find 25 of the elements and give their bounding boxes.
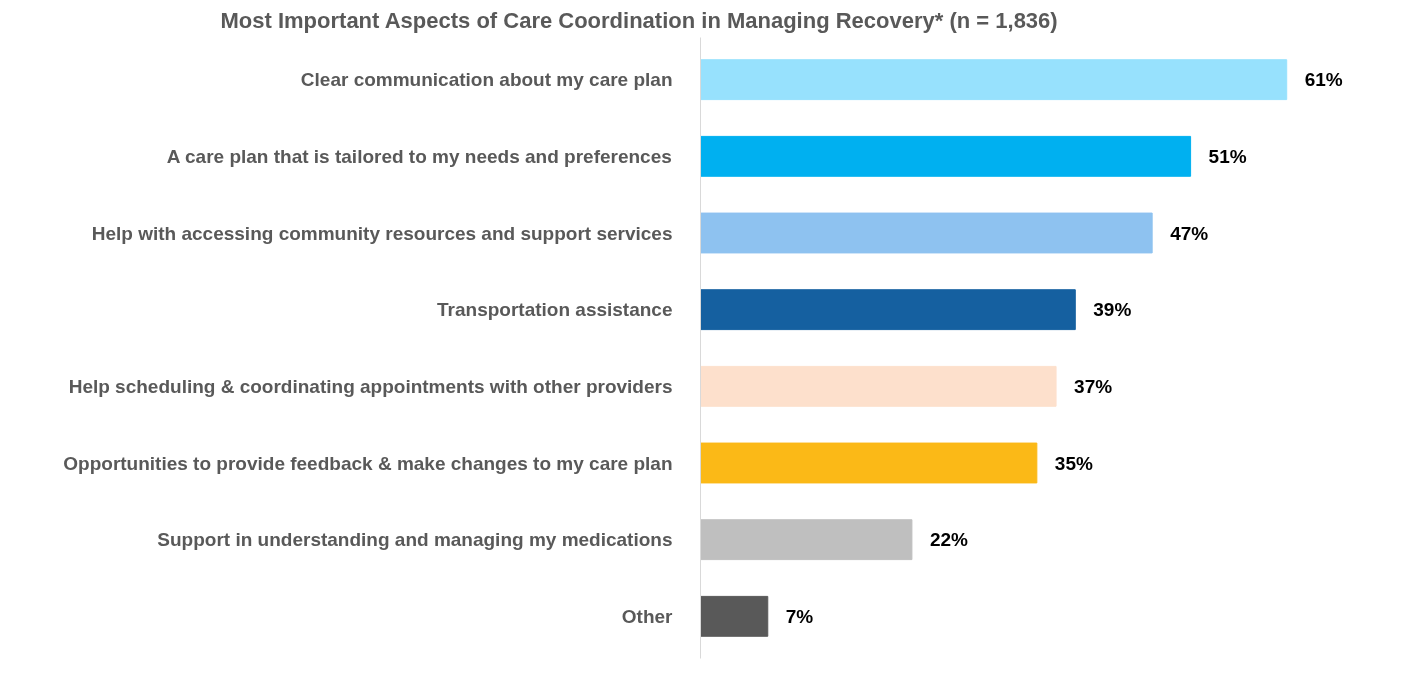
y-tick-label: Support in understanding and managing my medications — [157, 529, 673, 551]
y-tick-label: Clear communication about my care plan — [300, 69, 673, 91]
y-tick-label: Help scheduling & coordinating appointments with other providers — [68, 375, 673, 397]
y-tick-label: Other — [621, 605, 674, 627]
y-tick-label: Opportunities to provide feedback & make changes to my care plan — [63, 452, 673, 474]
bar — [700, 59, 1288, 101]
bar — [700, 595, 769, 637]
data-label: 47% — [1170, 222, 1209, 244]
data-label: 61% — [1304, 69, 1343, 91]
y-tick-label: A care plan that is tailored to my needs and preferences — [166, 145, 672, 167]
data-label: 39% — [1093, 299, 1132, 321]
data-label: 7% — [785, 605, 814, 627]
data-label: 37% — [1074, 375, 1113, 397]
bar — [700, 365, 1057, 407]
bar — [700, 519, 913, 561]
bar — [700, 212, 1153, 254]
data-label: 51% — [1208, 145, 1247, 167]
y-tick-label: Help with accessing community resources and support services — [91, 222, 673, 244]
bar — [700, 135, 1192, 177]
data-label: 35% — [1054, 452, 1093, 474]
chart-title: Most Important Aspects of Care Coordination in Managing Recovery* (n = 1,836) — [220, 7, 1058, 33]
y-tick-label: Transportation assistance — [437, 299, 673, 321]
bar — [700, 442, 1038, 484]
bar — [700, 289, 1076, 331]
data-label: 22% — [929, 529, 969, 551]
